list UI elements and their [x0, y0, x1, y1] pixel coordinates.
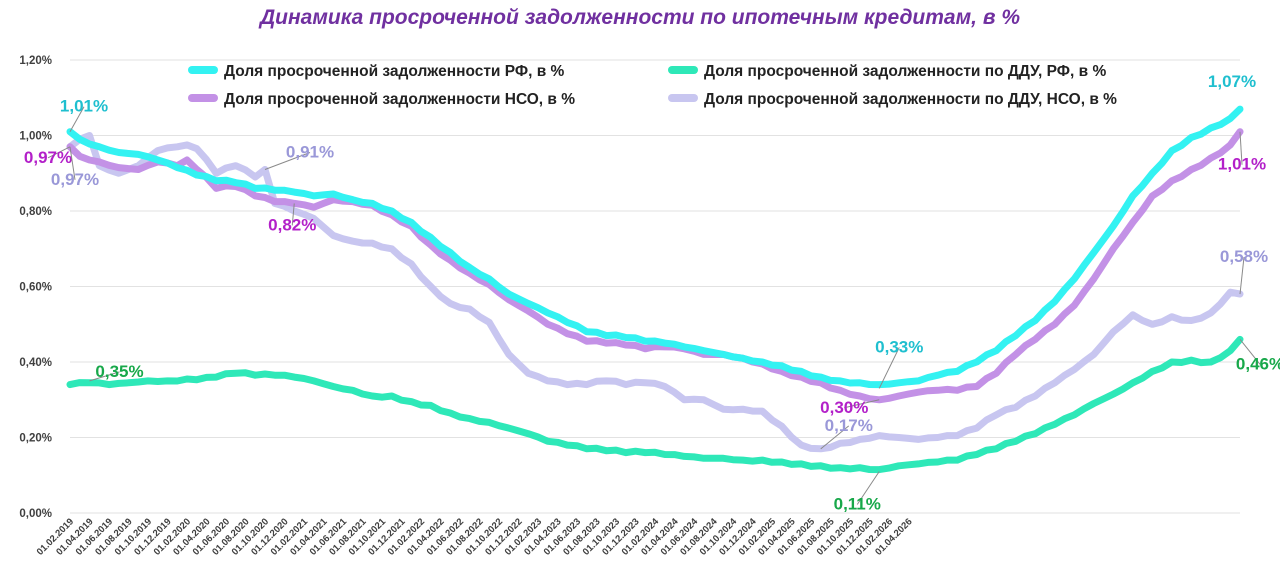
- label-leader-line: [878, 347, 900, 389]
- series-layer: [66, 105, 1244, 474]
- label-leader-line: [291, 203, 295, 226]
- data-label-series-nso: 0,82%: [268, 215, 316, 234]
- y-tick-label: 0,20%: [19, 433, 52, 445]
- legend-label-ddu-rf: Доля просроченной задолженности по ДДУ, …: [704, 63, 1106, 80]
- data-label-series-rf: 0,33%: [875, 337, 923, 356]
- label-leader-line: [47, 146, 71, 159]
- y-tick-label: 1,00%: [19, 131, 52, 143]
- legend-label-ddu-nso: Доля просроченной задолженности по ДДУ, …: [704, 91, 1117, 108]
- data-label-layer: 1,01% 1,07% 0,33% 0,97% 0,82% 0,30% 1,01% 0,35%…: [24, 72, 1280, 513]
- label-leader-line: [89, 371, 120, 382]
- label-leader-line: [264, 152, 311, 170]
- y-tick-label: 0,60%: [19, 282, 52, 294]
- legend-label-rf: Доля просроченной задолженности РФ, в %: [224, 63, 565, 80]
- series-ddu-rf-line: [66, 335, 1244, 474]
- data-label-series-rf: 1,07%: [1208, 72, 1256, 91]
- label-leader-line: [856, 471, 880, 505]
- data-label-series-ddu-rf: 0,11%: [834, 494, 881, 513]
- y-tick-label: 1,20%: [19, 55, 52, 67]
- x-axis-ticks: 01.02.201901.04.201901.06.201901.08.2019…: [35, 516, 915, 558]
- data-label-series-ddu-nso: 0,97%: [51, 170, 99, 189]
- label-leader-line: [69, 146, 76, 180]
- label-leader-line: [820, 425, 850, 450]
- y-tick-label: 0,80%: [19, 206, 52, 218]
- data-label-series-ddu-rf: 0,35%: [95, 362, 143, 381]
- label-leader-line: [69, 106, 85, 132]
- series-nso-line: [66, 128, 1244, 404]
- data-label-series-ddu-rf: 0,46%: [1236, 354, 1280, 373]
- y-tick-label: 0,40%: [19, 357, 52, 369]
- label-leader-line: [844, 399, 880, 409]
- label-leader-line: [1239, 256, 1245, 295]
- series-ddu-nso-line: [66, 132, 1244, 453]
- data-label-series-rf: 1,01%: [60, 97, 108, 116]
- label-leader-line: [1239, 131, 1243, 165]
- data-label-series-ddu-nso: 0,91%: [286, 142, 334, 161]
- label-leader-line: [1239, 339, 1261, 365]
- data-label-series-nso: 0,97%: [24, 148, 72, 167]
- grid-layer: [70, 59, 1240, 514]
- legend-item-rf: Доля просроченной задолженности РФ, в %: [188, 63, 565, 80]
- data-label-series-ddu-nso: 0,58%: [1220, 247, 1268, 266]
- legend: Доля просроченной задолженности РФ, в % …: [188, 63, 1117, 108]
- legend-item-nso: Доля просроченной задолженности НСО, в %: [188, 91, 575, 108]
- chart-title: Динамика просроченной задолженности по и…: [258, 6, 1020, 29]
- data-label-series-nso: 1,01%: [1218, 155, 1266, 174]
- y-tick-label: 0,00%: [19, 508, 52, 520]
- legend-item-ddu-rf: Доля просроченной задолженности по ДДУ, …: [668, 63, 1106, 80]
- y-axis-ticks: 0,00% 0,20% 0,40% 0,60% 0,80% 1,00% 1,20%: [19, 55, 52, 520]
- data-label-series-ddu-nso: 0,17%: [825, 416, 873, 435]
- legend-label-nso: Доля просроченной задолженности НСО, в %: [224, 91, 575, 108]
- legend-item-ddu-nso: Доля просроченной задолженности по ДДУ, …: [668, 91, 1117, 108]
- series-rf-line: [66, 105, 1244, 389]
- data-label-series-nso: 0,30%: [820, 398, 868, 417]
